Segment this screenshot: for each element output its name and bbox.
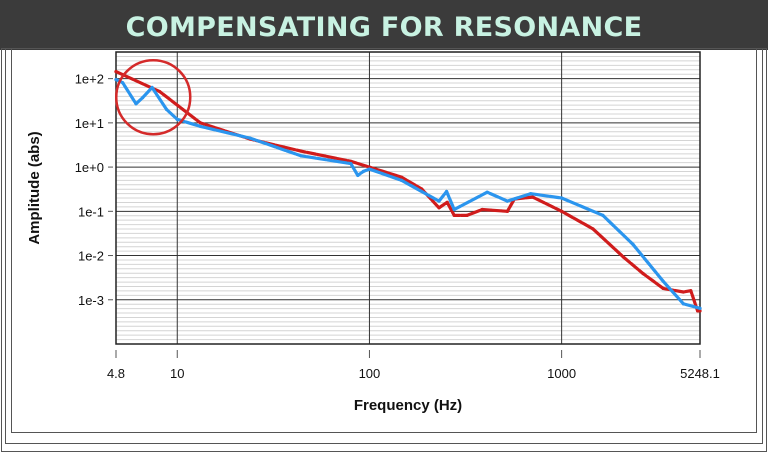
- y-tick-label: 1e-1: [78, 204, 104, 219]
- y-axis-title: Amplitude (abs): [26, 131, 43, 244]
- data-point-blue: [121, 81, 125, 85]
- data-point-red: [505, 209, 509, 213]
- data-point-blue: [198, 124, 203, 129]
- data-point-blue: [248, 136, 252, 140]
- data-point-blue: [356, 173, 360, 177]
- y-tick-label: 1e+1: [75, 116, 104, 131]
- data-point-red: [437, 206, 441, 210]
- data-point-red: [591, 227, 595, 231]
- data-point-red: [681, 290, 685, 294]
- data-point-red: [198, 121, 203, 125]
- data-point-red: [531, 195, 535, 199]
- data-point-blue: [349, 161, 353, 166]
- data-point-blue: [631, 242, 635, 246]
- data-point-red: [621, 255, 625, 259]
- data-point-red: [465, 213, 469, 217]
- x-tick-label: 1000: [547, 366, 576, 381]
- data-point-red: [158, 89, 162, 94]
- data-point-blue: [452, 207, 456, 212]
- data-point-blue: [299, 154, 303, 158]
- resonance-highlight-circle: [114, 58, 192, 136]
- data-point-blue: [681, 302, 685, 306]
- data-point-blue: [661, 279, 665, 284]
- y-tick-label: 1e-3: [78, 293, 104, 308]
- data-point-blue: [140, 96, 145, 100]
- data-point-blue: [444, 189, 449, 194]
- data-point-blue: [437, 199, 441, 203]
- x-tick-label: 10: [170, 366, 184, 381]
- data-point-red: [689, 289, 693, 293]
- inner-frame: [11, 48, 757, 433]
- data-point-red: [560, 209, 564, 213]
- data-point-blue: [114, 78, 118, 82]
- data-point-blue: [134, 102, 138, 106]
- data-point-blue: [399, 178, 404, 182]
- data-point-red: [480, 207, 484, 212]
- data-point-blue: [367, 167, 372, 171]
- data-point-red: [452, 213, 456, 217]
- x-axis-title: Frequency (Hz): [354, 397, 462, 414]
- x-tick-label: 5248.1: [680, 366, 720, 381]
- y-tick-label: 1e+0: [75, 160, 104, 175]
- series-line-red: [114, 69, 702, 313]
- data-point-red: [661, 286, 665, 291]
- data-point-blue: [164, 107, 169, 112]
- data-point-blue: [529, 192, 533, 196]
- x-tick-label: 4.8: [107, 366, 125, 381]
- data-point-blue: [485, 190, 489, 194]
- data-point-red: [299, 149, 303, 153]
- data-point-blue: [175, 117, 179, 121]
- data-point-red: [698, 309, 702, 313]
- plot-border: [115, 51, 701, 345]
- data-point-red: [641, 272, 645, 276]
- data-point-blue: [560, 196, 564, 200]
- data-point-blue: [601, 213, 605, 217]
- y-tick-label: 1e+2: [75, 72, 104, 87]
- data-point-blue: [361, 169, 365, 173]
- data-point-blue: [150, 85, 154, 90]
- data-point-red: [399, 175, 404, 179]
- data-point-red: [114, 70, 118, 74]
- data-point-red: [445, 200, 449, 204]
- x-tick-label: 100: [359, 366, 381, 381]
- data-point-blue: [505, 199, 509, 203]
- data-point-red: [696, 309, 700, 313]
- data-point-blue: [698, 306, 702, 310]
- y-tick-label: 1e-2: [78, 249, 104, 264]
- banner-title: COMPENSATING FOR RESONANCE: [0, 0, 768, 50]
